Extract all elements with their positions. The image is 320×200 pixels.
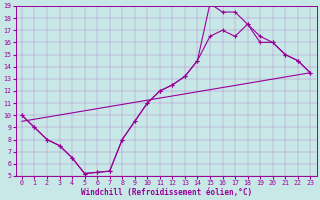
X-axis label: Windchill (Refroidissement éolien,°C): Windchill (Refroidissement éolien,°C): [81, 188, 252, 197]
